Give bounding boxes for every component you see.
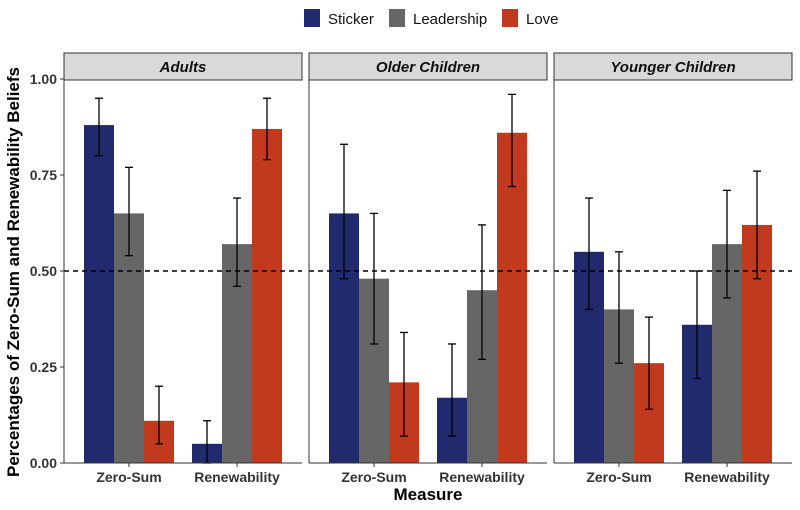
bar-love: [497, 132, 527, 463]
x-axis-title: Measure: [394, 485, 463, 504]
error-bar-sticker: [448, 343, 456, 437]
strip-label-younger-children: Younger Children: [610, 59, 735, 76]
strip-label-adults: Adults: [159, 59, 207, 76]
x-tick-label-renewability: Renewability: [194, 469, 280, 485]
strip-adults: [63, 52, 303, 81]
panel-older-children: Older Children Zero-Sum Renewability: [308, 52, 548, 485]
legend-label-sticker: Sticker: [328, 11, 374, 28]
y-tick-label: 1.00: [30, 71, 57, 87]
y-axis-title: Percentages of Zero-Sum and Renewability…: [4, 67, 23, 477]
strip-older-children: [308, 52, 548, 81]
error-bar-love: [263, 97, 271, 161]
panel-younger-children: Younger Children Zero-Sum Renewability: [553, 52, 793, 485]
legend-swatch-leadership: [389, 9, 405, 27]
bar-love: [252, 128, 282, 464]
error-bar-sticker: [585, 197, 593, 311]
x-tick-label-renewability: Renewability: [684, 469, 770, 485]
bars-younger-children: [574, 170, 772, 463]
y-tick-label: 0.75: [30, 167, 57, 183]
legend-label-love: Love: [526, 11, 559, 28]
error-bar-love: [645, 316, 653, 410]
legend-swatch-love: [502, 9, 518, 27]
y-tick-label: 0.25: [30, 359, 57, 375]
y-ticks: [60, 78, 64, 464]
error-bar-love: [400, 331, 408, 437]
error-bar-leadership: [723, 189, 731, 299]
x-tick-label-zero-sum: Zero-Sum: [586, 469, 651, 485]
y-tick-labels: 0.00 0.25 0.50 0.75 1.00: [30, 71, 57, 471]
error-bar-love: [753, 170, 761, 280]
error-bar-leadership: [478, 224, 486, 360]
legend-label-leadership: Leadership: [413, 11, 487, 28]
error-bar-love: [508, 93, 516, 188]
x-tick-label-zero-sum: Zero-Sum: [341, 469, 406, 485]
bars-adults: [84, 97, 282, 464]
bars-older-children: [329, 93, 527, 463]
error-bar-love: [155, 385, 163, 445]
error-bar-sticker: [95, 97, 103, 157]
error-bar-leadership: [370, 212, 378, 345]
x-tick-label-zero-sum: Zero-Sum: [96, 469, 161, 485]
legend: Sticker Leadership Love: [304, 9, 559, 28]
bar-sticker: [84, 125, 114, 463]
error-bar-leadership: [125, 166, 133, 257]
x-tick-label-renewability: Renewability: [439, 469, 525, 485]
y-tick-label: 0.50: [30, 263, 57, 279]
panel-adults: Adults Zero-Sum Renewability: [63, 52, 303, 485]
strip-younger-children: [553, 52, 793, 81]
legend-swatch-sticker: [304, 9, 320, 27]
strip-label-older-children: Older Children: [376, 59, 480, 76]
y-tick-label: 0.00: [30, 455, 57, 471]
error-bar-sticker: [340, 143, 348, 280]
